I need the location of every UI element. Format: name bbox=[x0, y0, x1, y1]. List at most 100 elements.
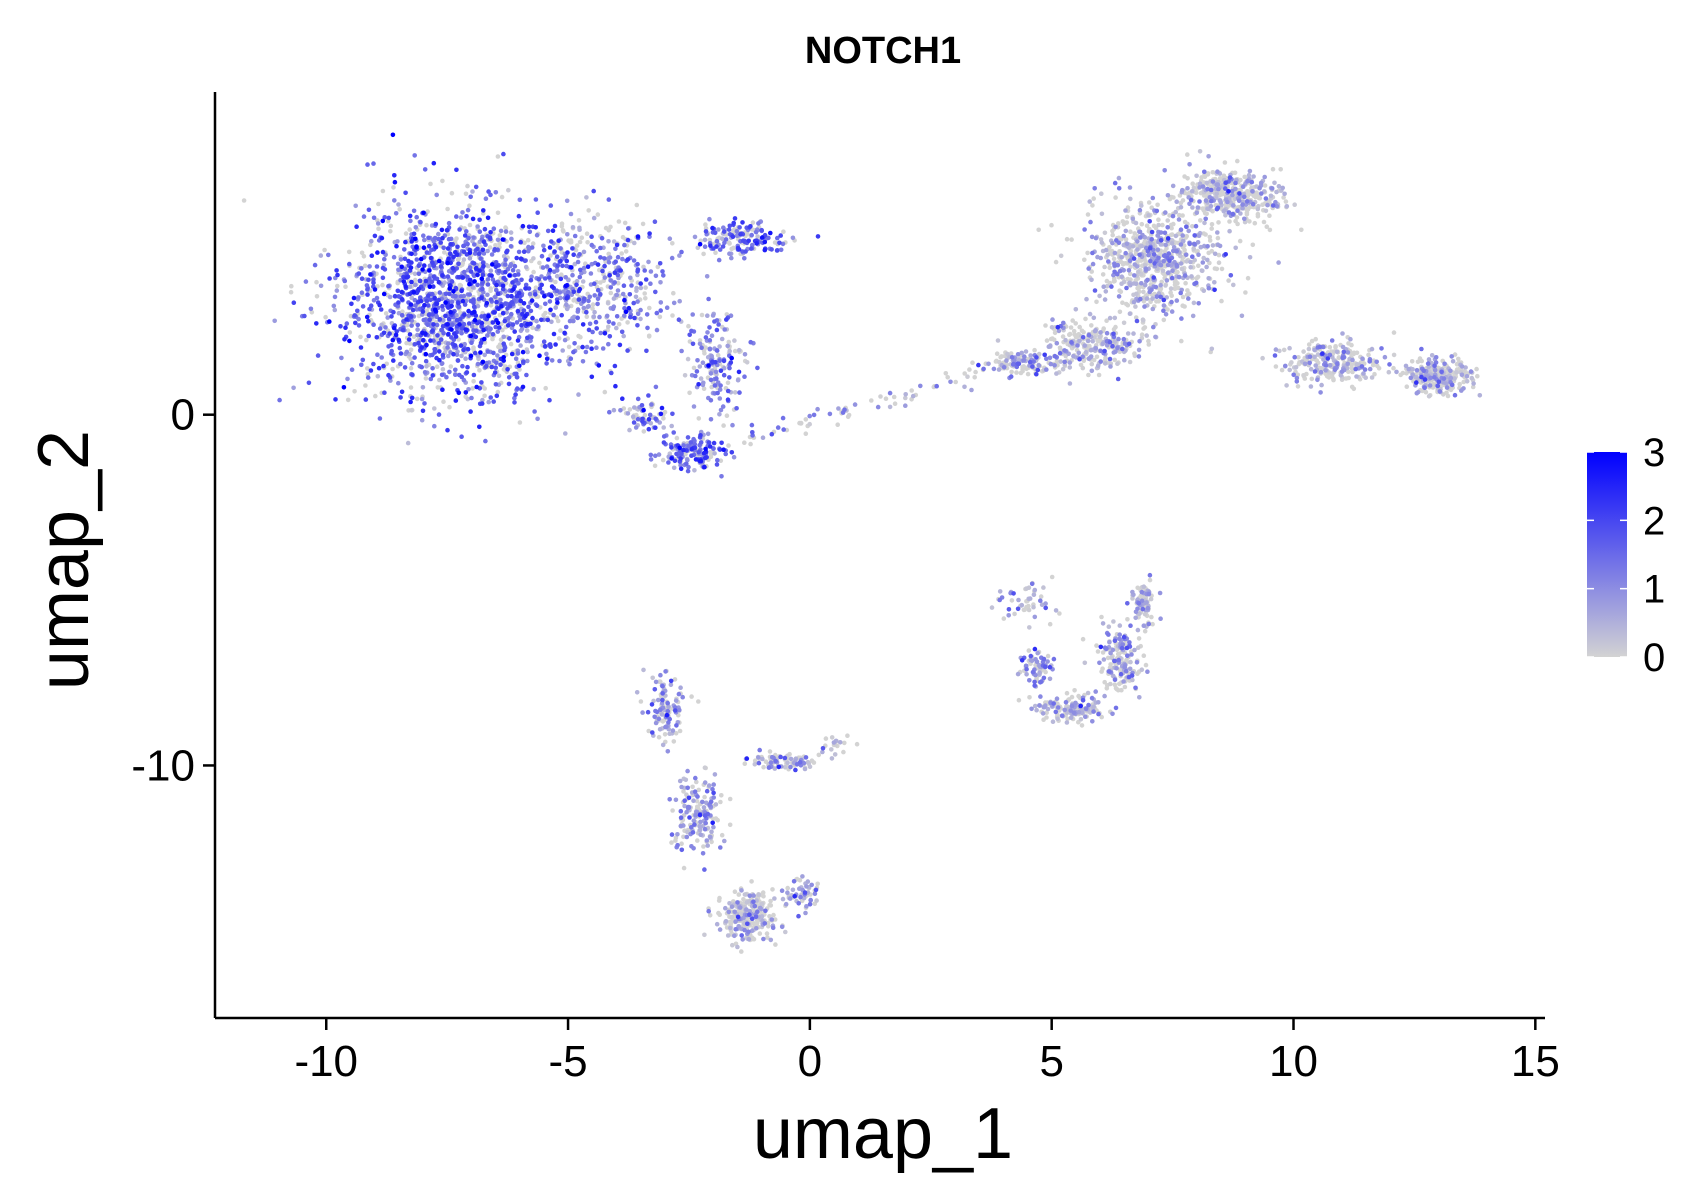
cell-point bbox=[1201, 208, 1207, 213]
cell-point bbox=[1138, 296, 1143, 302]
cell-point bbox=[631, 258, 637, 263]
cell-point bbox=[1130, 244, 1136, 249]
cell-point bbox=[1157, 590, 1163, 596]
cell-point bbox=[760, 435, 766, 441]
cell-point bbox=[1132, 647, 1137, 653]
cell-point bbox=[1293, 365, 1299, 370]
cell-point bbox=[742, 374, 747, 380]
cell-point bbox=[1015, 671, 1021, 677]
cell-point bbox=[1018, 370, 1024, 376]
cell-point bbox=[423, 376, 429, 381]
cell-point bbox=[458, 294, 464, 299]
cell-point bbox=[722, 327, 727, 332]
cell-point bbox=[611, 407, 617, 413]
cell-point bbox=[1128, 196, 1133, 202]
cell-point bbox=[1077, 338, 1082, 344]
cell-point bbox=[766, 765, 772, 770]
cell-point bbox=[759, 901, 765, 907]
cell-point bbox=[477, 368, 482, 373]
cell-point bbox=[605, 300, 611, 306]
cell-point bbox=[1208, 203, 1214, 209]
cell-point bbox=[666, 460, 671, 465]
cell-point bbox=[790, 887, 796, 893]
cell-point bbox=[1139, 332, 1145, 338]
cell-point bbox=[1323, 363, 1329, 368]
cell-point bbox=[1335, 361, 1340, 367]
cell-point bbox=[574, 243, 580, 248]
cell-point bbox=[503, 262, 508, 267]
cell-point bbox=[1125, 302, 1131, 308]
cell-point bbox=[665, 700, 670, 706]
cell-point bbox=[767, 914, 772, 919]
cell-point bbox=[608, 224, 613, 230]
cell-point bbox=[445, 345, 450, 350]
cell-point bbox=[1076, 693, 1081, 699]
cell-point bbox=[1250, 189, 1255, 194]
cell-point bbox=[1141, 623, 1147, 628]
cell-point bbox=[1053, 709, 1059, 715]
cell-point bbox=[1027, 596, 1033, 601]
cell-point bbox=[1132, 231, 1137, 236]
cell-point bbox=[646, 728, 651, 734]
cell-point bbox=[525, 237, 531, 243]
cell-point bbox=[1102, 361, 1108, 366]
cell-point bbox=[1028, 353, 1033, 358]
cell-point bbox=[1082, 660, 1088, 666]
cell-point bbox=[1105, 252, 1110, 258]
cell-point bbox=[460, 210, 465, 215]
cell-point bbox=[1027, 695, 1032, 700]
cell-point bbox=[803, 417, 809, 422]
cell-point bbox=[708, 371, 714, 376]
cell-point bbox=[1107, 639, 1112, 645]
cell-point bbox=[334, 288, 340, 293]
cell-point bbox=[1374, 359, 1379, 365]
cell-point bbox=[435, 385, 441, 390]
cell-point bbox=[691, 365, 697, 371]
cell-point bbox=[1217, 243, 1223, 249]
cell-point bbox=[802, 766, 808, 772]
cell-point bbox=[1261, 219, 1267, 225]
cell-point bbox=[667, 797, 672, 802]
cell-point bbox=[1112, 263, 1117, 268]
cell-point bbox=[1113, 705, 1119, 711]
cell-point bbox=[717, 396, 723, 401]
cell-point bbox=[344, 321, 350, 326]
cell-point bbox=[459, 353, 464, 359]
cell-point bbox=[612, 280, 617, 285]
cell-point bbox=[377, 416, 383, 421]
cell-point bbox=[1214, 191, 1219, 197]
cell-point bbox=[566, 344, 572, 350]
cell-point bbox=[376, 201, 381, 207]
cell-point bbox=[770, 887, 775, 892]
cell-point bbox=[697, 364, 703, 369]
cell-point bbox=[780, 896, 786, 902]
cell-point bbox=[1340, 331, 1345, 336]
cell-point bbox=[449, 299, 455, 305]
cell-point bbox=[891, 394, 897, 400]
cell-point bbox=[585, 240, 590, 245]
cell-point bbox=[1212, 251, 1218, 257]
cell-point bbox=[495, 329, 501, 334]
cell-point bbox=[638, 307, 643, 313]
cell-point bbox=[1242, 194, 1247, 200]
cell-point bbox=[318, 283, 324, 289]
cell-point bbox=[664, 305, 670, 311]
cell-point bbox=[1071, 328, 1077, 334]
cell-point bbox=[367, 264, 372, 269]
cell-point bbox=[1052, 330, 1058, 336]
cell-point bbox=[807, 764, 813, 769]
cell-point bbox=[673, 838, 678, 843]
cell-point bbox=[719, 474, 724, 479]
cell-point bbox=[1366, 352, 1371, 358]
cell-point bbox=[1169, 309, 1175, 314]
cell-point bbox=[732, 933, 737, 939]
cell-point bbox=[953, 379, 958, 385]
cell-point bbox=[591, 314, 597, 320]
cell-point bbox=[1044, 356, 1049, 362]
cell-point bbox=[1149, 287, 1154, 293]
cell-point bbox=[445, 206, 450, 212]
cell-point bbox=[1340, 355, 1345, 361]
cell-point bbox=[1041, 585, 1046, 590]
cell-point bbox=[491, 226, 497, 231]
cell-point bbox=[1112, 315, 1118, 321]
